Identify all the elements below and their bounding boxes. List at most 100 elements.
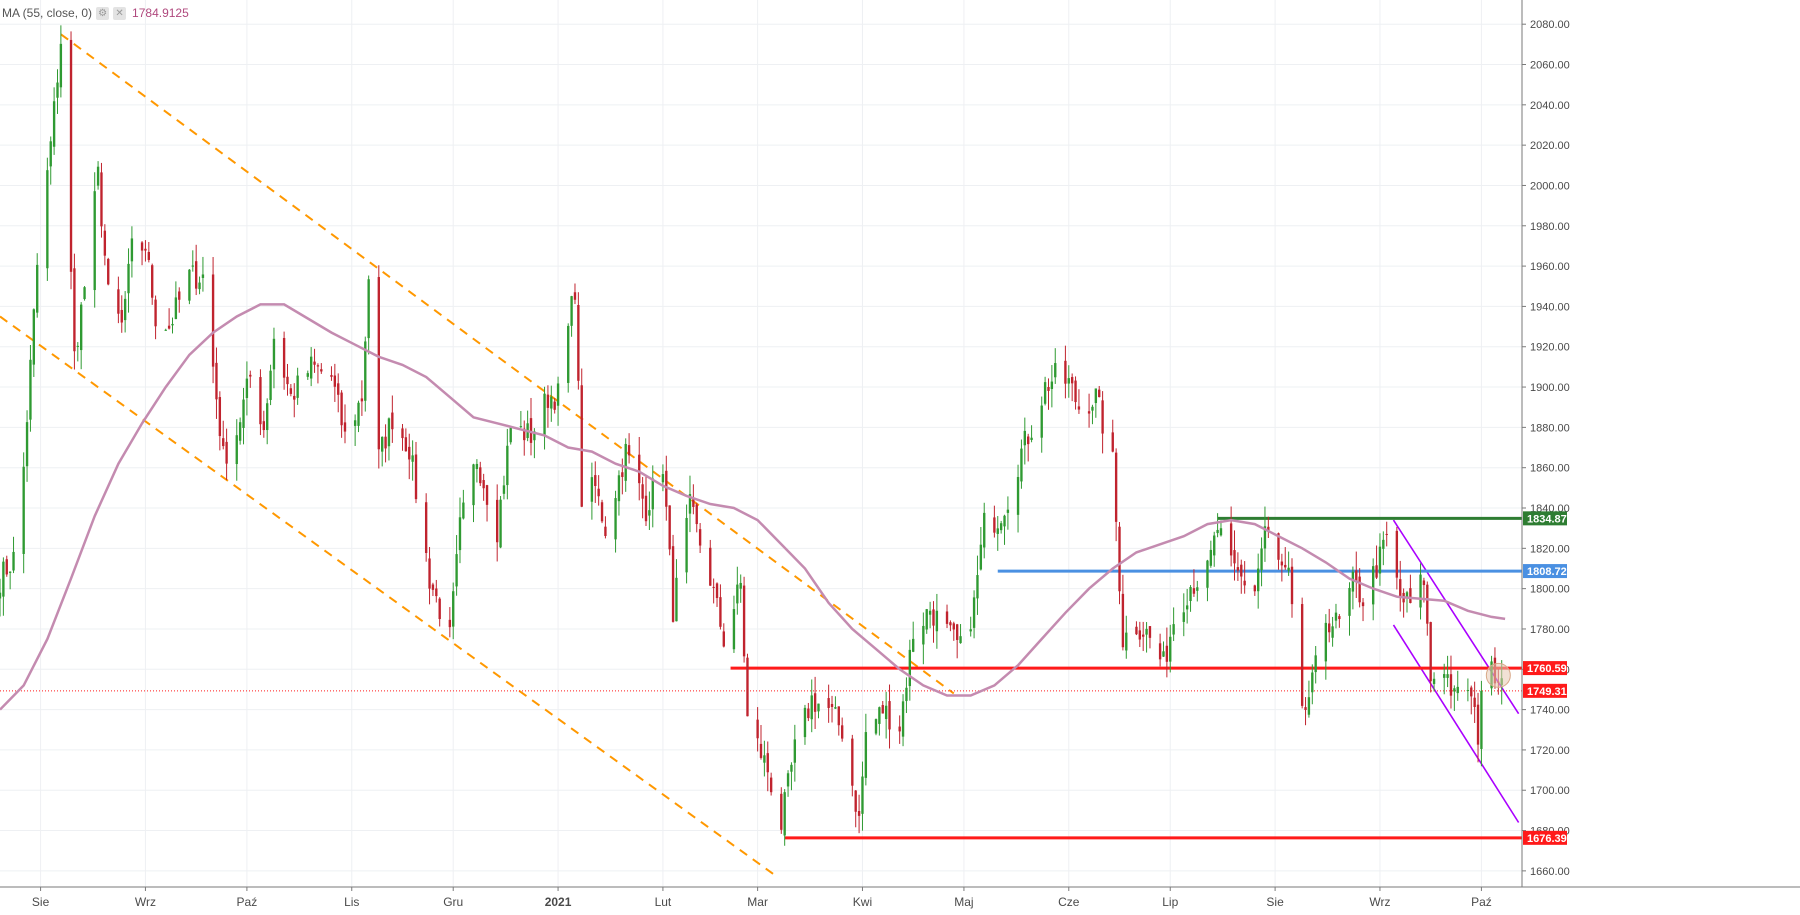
price-badge-label: 1808.72	[1527, 566, 1567, 578]
candle-body	[76, 345, 79, 347]
candle-body	[972, 597, 976, 628]
settings-icon[interactable]: ⚙	[96, 6, 110, 20]
candle-body	[1456, 686, 1459, 694]
candle-body	[604, 526, 607, 536]
candle-body	[746, 657, 749, 717]
y-tick-label: 1980.00	[1530, 221, 1570, 233]
y-tick-label: 1780.00	[1530, 624, 1570, 636]
candle-body	[404, 437, 408, 452]
candle-body	[306, 373, 309, 377]
candle-body	[452, 591, 455, 627]
candle-body	[556, 383, 560, 406]
candle-body	[621, 472, 624, 477]
candle-body	[932, 609, 935, 626]
candle-body	[29, 359, 32, 420]
candle-body	[12, 551, 15, 571]
candle-body	[857, 811, 861, 816]
candle-body	[881, 705, 884, 714]
moving-average-line	[0, 303, 1506, 711]
candle-body	[1030, 437, 1033, 440]
candle-body	[472, 464, 475, 506]
candle-body	[651, 478, 654, 510]
price-badge	[1523, 683, 1567, 698]
candle-body	[888, 701, 891, 730]
candle-body	[211, 274, 215, 367]
candle-body	[1300, 604, 1304, 706]
price-badge-label: 1749.31	[1527, 686, 1567, 698]
candle-body	[1216, 529, 1219, 534]
candle-body	[1280, 561, 1284, 566]
candle-body	[1165, 645, 1169, 662]
candle-body	[96, 166, 100, 186]
indicator-label: MA (55, close, 0)	[2, 6, 93, 20]
candle-body	[1449, 674, 1453, 696]
candle-body	[698, 529, 702, 546]
candle-body	[1351, 571, 1355, 592]
candle-body	[976, 575, 979, 599]
y-tick-label: 1660.00	[1530, 866, 1570, 878]
candle-body	[912, 638, 915, 652]
candle-body	[343, 422, 347, 432]
candle-body	[1385, 533, 1388, 535]
candle-body	[644, 495, 648, 522]
candle-body	[786, 773, 790, 787]
candle-body	[408, 446, 411, 460]
candle-body	[313, 361, 316, 365]
y-tick-label: 2040.00	[1530, 100, 1570, 112]
candle-body	[1304, 707, 1307, 711]
candle-body	[140, 242, 144, 251]
x-tick-label: Paź	[1471, 895, 1492, 909]
candle-body	[945, 611, 949, 624]
x-tick-label: Lis	[344, 895, 359, 909]
x-tick-label: Lip	[1162, 895, 1178, 909]
candle-body	[675, 577, 678, 622]
candle-body	[475, 463, 479, 470]
candle-body	[1192, 588, 1196, 594]
price-axis[interactable]: 1660.001680.001700.001720.001740.001760.…	[1521, 0, 1570, 887]
candle-body	[590, 477, 594, 502]
y-tick-label: 1800.00	[1530, 584, 1570, 596]
candle-body	[384, 436, 387, 449]
candle-body	[1443, 674, 1446, 678]
y-tick-label: 1740.00	[1530, 705, 1570, 717]
candle-body	[1101, 400, 1104, 434]
time-axis[interactable]: Sie Wrz Paź Lis Gru 2021 Lut Mar Kwi Maj Cze Lip Sie…	[0, 886, 1800, 909]
candle-body	[648, 510, 651, 516]
candle-body	[874, 719, 878, 734]
candle-body	[83, 287, 86, 300]
y-tick-label: 1940.00	[1530, 301, 1570, 313]
candle-body	[739, 582, 742, 589]
candle-body	[766, 753, 769, 773]
candle-body	[5, 559, 8, 575]
candle-body	[485, 485, 489, 505]
candle-body	[1466, 689, 1470, 691]
candle-body	[952, 623, 955, 630]
candle-body	[1473, 697, 1476, 708]
candle-body	[1371, 566, 1375, 605]
candle-body	[671, 546, 675, 622]
candle-body	[1077, 406, 1081, 410]
candle-body	[320, 369, 323, 372]
close-icon[interactable]: ✕	[113, 6, 127, 20]
candle-body	[1257, 568, 1260, 592]
candle-body	[360, 398, 364, 402]
candle-body	[458, 517, 462, 551]
price-badge	[1523, 830, 1567, 845]
candle-body	[1287, 567, 1290, 571]
candle-body	[1429, 622, 1432, 682]
candle-body	[1185, 605, 1189, 610]
candle-body	[1233, 550, 1236, 564]
candle-body	[769, 777, 773, 793]
candle-body	[401, 428, 404, 439]
candle-body	[1213, 535, 1216, 556]
candle-body	[171, 323, 174, 326]
candle-body	[837, 706, 840, 726]
candle-body	[218, 397, 222, 437]
candle-body	[922, 625, 925, 645]
x-tick-label: Lut	[655, 895, 672, 909]
candle-body	[1409, 588, 1412, 603]
candle-body	[147, 251, 151, 260]
candle-body	[1054, 363, 1057, 378]
candle-body	[235, 435, 238, 465]
